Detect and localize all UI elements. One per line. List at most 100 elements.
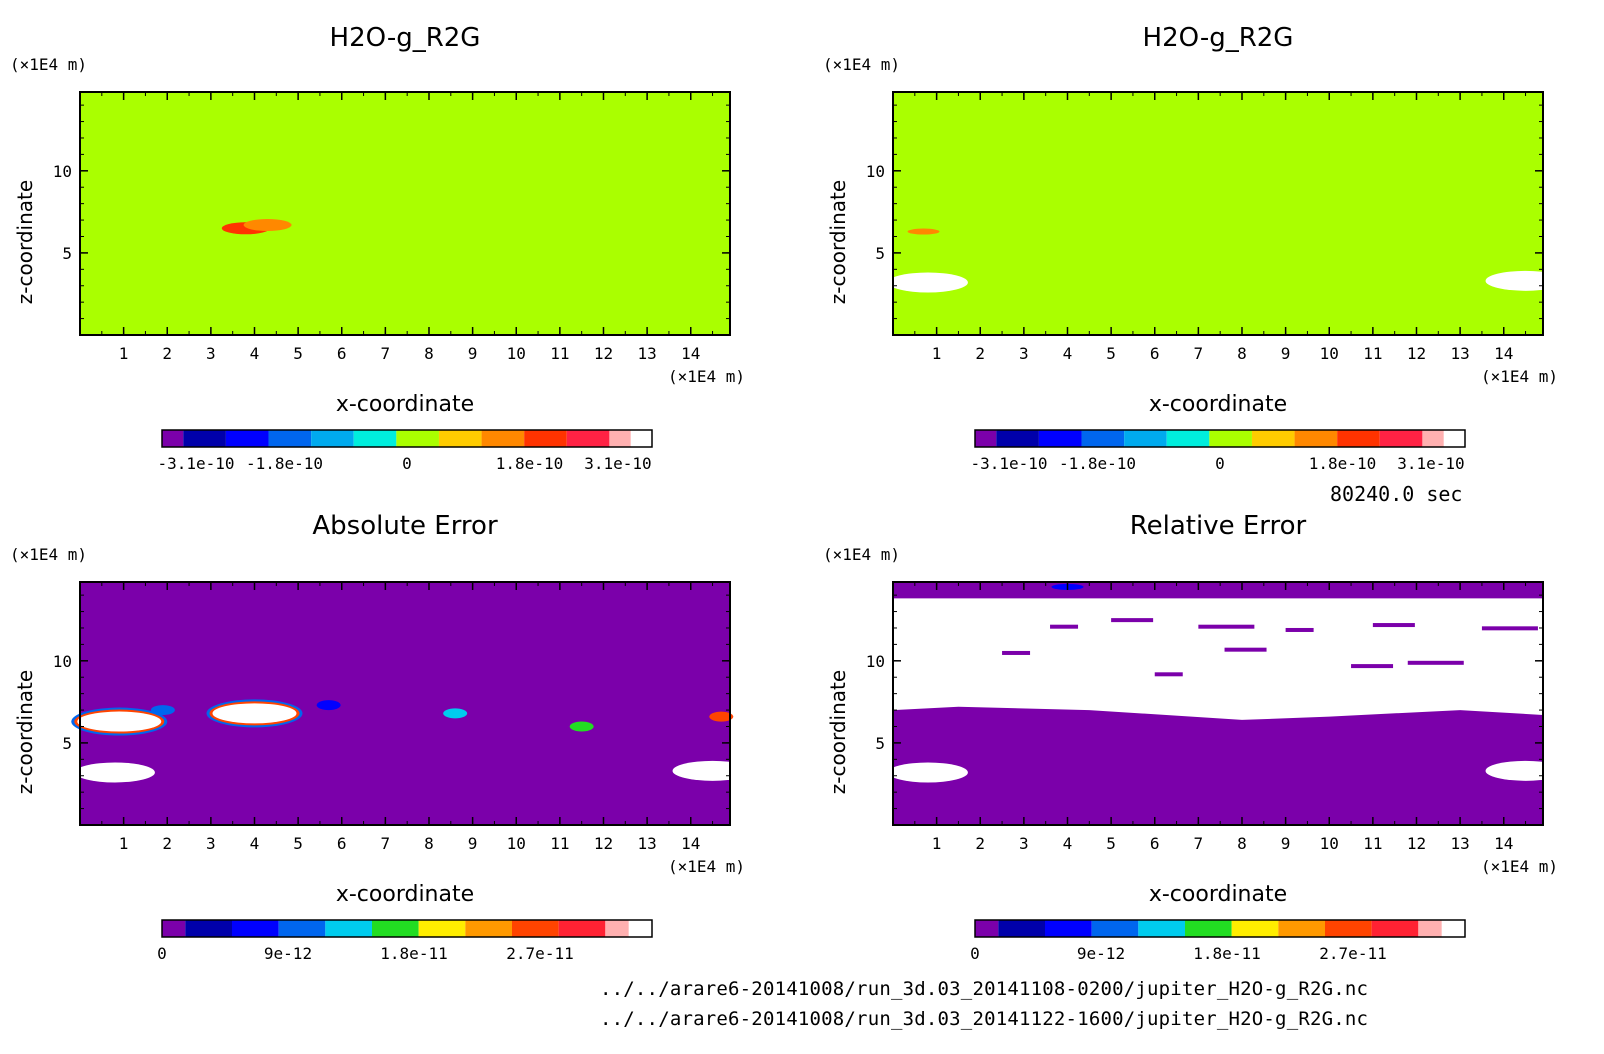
colorbar-tick-label: 3.1e-10 — [584, 454, 651, 473]
colorbar-swatch — [1081, 430, 1125, 447]
panel-bottom-right — [887, 581, 1566, 938]
panel-title: Relative Error — [1130, 511, 1307, 541]
x-tick-label: 6 — [337, 344, 347, 363]
y-unit-label: (×1E4 m) — [823, 55, 900, 74]
x-tick-label: 13 — [1450, 344, 1469, 363]
plot-frame — [892, 91, 1544, 336]
colorbar-swatch — [1045, 920, 1092, 937]
x-tick-label: 6 — [1150, 344, 1160, 363]
x-unit-label: (×1E4 m) — [1481, 857, 1558, 876]
colorbar-tick-label: -1.8e-10 — [1059, 454, 1136, 473]
x-axis-label: x-coordinate — [1149, 392, 1287, 417]
time-label: 80240.0 sec — [1330, 482, 1463, 506]
x-tick-label: 1 — [932, 834, 942, 853]
plot-frame — [892, 581, 1544, 826]
streak-mark — [1198, 624, 1255, 629]
x-tick-label: 12 — [594, 344, 613, 363]
x-tick-label: 8 — [1237, 834, 1247, 853]
x-tick-label: 2 — [162, 834, 172, 853]
x-tick-label: 4 — [250, 344, 260, 363]
colorbar-swatch — [396, 430, 439, 447]
x-tick-label: 13 — [637, 344, 656, 363]
y-tick-label: 5 — [62, 734, 72, 753]
colorbar-swatch — [1124, 430, 1167, 447]
colorbar-tick-label: 9e-12 — [1077, 944, 1125, 963]
panel-top-right — [887, 91, 1566, 448]
data-feature — [443, 708, 468, 719]
colorbar-swatch — [1418, 920, 1442, 937]
colorbar-swatch — [353, 430, 397, 447]
x-tick-label: 10 — [507, 344, 526, 363]
field-background — [80, 582, 730, 825]
x-tick-label: 6 — [337, 834, 347, 853]
colorbar-tick-label: 3.1e-10 — [1397, 454, 1464, 473]
colorbar-swatch — [1166, 430, 1210, 447]
y-axis-label: z-coordinate — [826, 670, 850, 794]
x-tick-label: 4 — [250, 834, 260, 853]
colorbar-tick-label: 9e-12 — [264, 944, 312, 963]
x-tick-label: 7 — [1194, 834, 1204, 853]
y-tick-label: 10 — [53, 162, 72, 181]
field-background — [80, 92, 730, 335]
colorbar-swatch — [1091, 920, 1139, 937]
x-tick-label: 8 — [424, 344, 434, 363]
colorbar-swatch — [975, 430, 997, 447]
x-tick-label: 9 — [468, 344, 478, 363]
x-tick-label: 13 — [1450, 834, 1469, 853]
panel-title: H2O-g_R2G — [330, 23, 481, 53]
colorbar-swatch — [609, 430, 631, 447]
y-unit-label: (×1E4 m) — [10, 545, 87, 564]
y-tick-label: 10 — [866, 162, 885, 181]
data-feature — [709, 711, 734, 722]
colorbar-tick-label: -3.1e-10 — [157, 454, 234, 473]
colorbar-tick-label: 1.8e-10 — [496, 454, 563, 473]
x-tick-label: 7 — [381, 834, 391, 853]
x-tick-label: 10 — [1320, 834, 1339, 853]
colorbar-frame — [161, 429, 653, 448]
x-tick-label: 12 — [1407, 344, 1426, 363]
x-tick-label: 1 — [932, 344, 942, 363]
streak-mark — [1154, 672, 1183, 677]
x-tick-label: 3 — [1019, 834, 1029, 853]
streak-mark — [1351, 664, 1394, 669]
x-tick-label: 3 — [1019, 344, 1029, 363]
x-tick-label: 5 — [1106, 834, 1116, 853]
y-axis-label: z-coordinate — [13, 180, 37, 304]
x-tick-label: 14 — [681, 344, 700, 363]
y-unit-label: (×1E4 m) — [10, 55, 87, 74]
colorbar-tick-label: 2.7e-11 — [506, 944, 573, 963]
streak-mark — [1002, 650, 1031, 655]
colorbar-swatch — [185, 920, 232, 937]
plot-frame — [79, 581, 731, 826]
x-tick-label: 14 — [681, 834, 700, 853]
x-tick-label: 2 — [975, 834, 985, 853]
y-unit-label: (×1E4 m) — [823, 545, 900, 564]
x-tick-label: 3 — [206, 344, 216, 363]
y-tick-label: 5 — [875, 734, 885, 753]
y-tick-label: 10 — [866, 652, 885, 671]
colorbar-swatch — [268, 430, 312, 447]
streak-mark — [1224, 647, 1267, 652]
x-tick-label: 8 — [1237, 344, 1247, 363]
colorbar-tick-label: 1.8e-11 — [1193, 944, 1260, 963]
x-axis-label: x-coordinate — [1149, 882, 1287, 907]
blank-patch — [672, 760, 753, 781]
colorbar-swatch — [225, 430, 269, 447]
colorbar-tick-label: 0 — [157, 944, 167, 963]
colorbar-swatch — [1422, 430, 1444, 447]
y-axis-label: z-coordinate — [13, 670, 37, 794]
streak-mark — [1111, 618, 1154, 623]
x-tick-label: 9 — [468, 834, 478, 853]
colorbar-swatch — [1231, 920, 1279, 937]
x-axis-label: x-coordinate — [336, 392, 474, 417]
panel-title: Absolute Error — [312, 511, 498, 541]
colorbar-swatch — [1379, 430, 1423, 447]
x-tick-label: 5 — [293, 834, 303, 853]
colorbar-swatch — [1185, 920, 1232, 937]
data-feature — [907, 228, 940, 235]
x-tick-label: 14 — [1494, 344, 1513, 363]
field-background — [893, 92, 1543, 335]
colorbar-swatch — [1209, 430, 1252, 447]
colorbar-tick-label: 0 — [402, 454, 412, 473]
x-tick-label: 11 — [550, 834, 569, 853]
